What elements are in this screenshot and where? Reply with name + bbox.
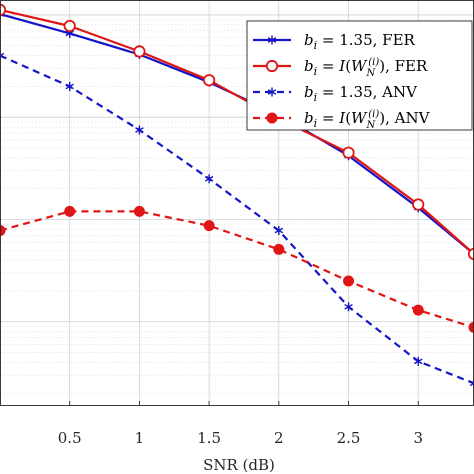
series-3 <box>0 51 474 388</box>
data-point <box>65 81 74 91</box>
x-axis-label: SNR (dB) <box>203 456 275 474</box>
legend-label: bi = I(WN(i)), ANV <box>304 109 431 131</box>
data-point <box>342 146 355 159</box>
x-tick-label: 2 <box>274 429 284 447</box>
x-tick-label: 2.5 <box>337 429 361 447</box>
legend-label: bi = I(WN(i)), FER <box>304 57 428 79</box>
data-point <box>133 45 146 58</box>
x-tick-label: 1 <box>135 429 145 447</box>
legend-marker <box>266 112 278 124</box>
legend: bi = 1.35, FER bi = I(WN(i)), FER bi = 1.3… <box>246 20 473 131</box>
data-point <box>203 220 215 232</box>
series-4 <box>0 205 474 333</box>
legend-entry: bi = 1.35, FER <box>253 31 416 52</box>
legend-label: bi = 1.35, FER <box>304 31 416 52</box>
grid <box>0 0 474 406</box>
data-point <box>0 51 5 61</box>
series-line <box>0 8 474 255</box>
x-tick-label: 1.5 <box>197 429 221 447</box>
data-point <box>0 225 6 237</box>
legend-entry: bi = 1.35, ANV <box>253 83 418 104</box>
x-tick-label: 3 <box>413 429 423 447</box>
data-point <box>343 275 355 287</box>
data-point <box>469 378 474 388</box>
data-point <box>63 19 76 33</box>
data-point <box>0 3 7 17</box>
data-point <box>412 304 424 316</box>
legend-marker <box>267 35 277 45</box>
series-line <box>0 54 474 385</box>
legend-entry: bi = I(WN(i)), FER <box>253 57 428 79</box>
x-tick-label: 0.5 <box>58 429 82 447</box>
data-point <box>412 198 425 211</box>
legend-entry: bi = I(WN(i)), ANV <box>253 109 431 131</box>
legend-marker <box>265 59 279 73</box>
series-line <box>0 210 474 329</box>
x-ticks: 0.5 1 1.5 2 2.5 3 <box>58 401 423 447</box>
data-point <box>413 356 423 366</box>
data-point <box>64 205 76 217</box>
data-point <box>204 174 214 184</box>
data-point <box>344 302 353 312</box>
legend-label: bi = 1.35, ANV <box>304 83 418 104</box>
data-point <box>133 205 145 217</box>
data-point <box>203 74 216 87</box>
data-point <box>273 243 285 255</box>
data-point <box>468 321 474 333</box>
legend-marker <box>267 87 277 97</box>
data-point <box>135 125 144 135</box>
data-point <box>274 226 284 236</box>
series-layer <box>0 3 474 388</box>
